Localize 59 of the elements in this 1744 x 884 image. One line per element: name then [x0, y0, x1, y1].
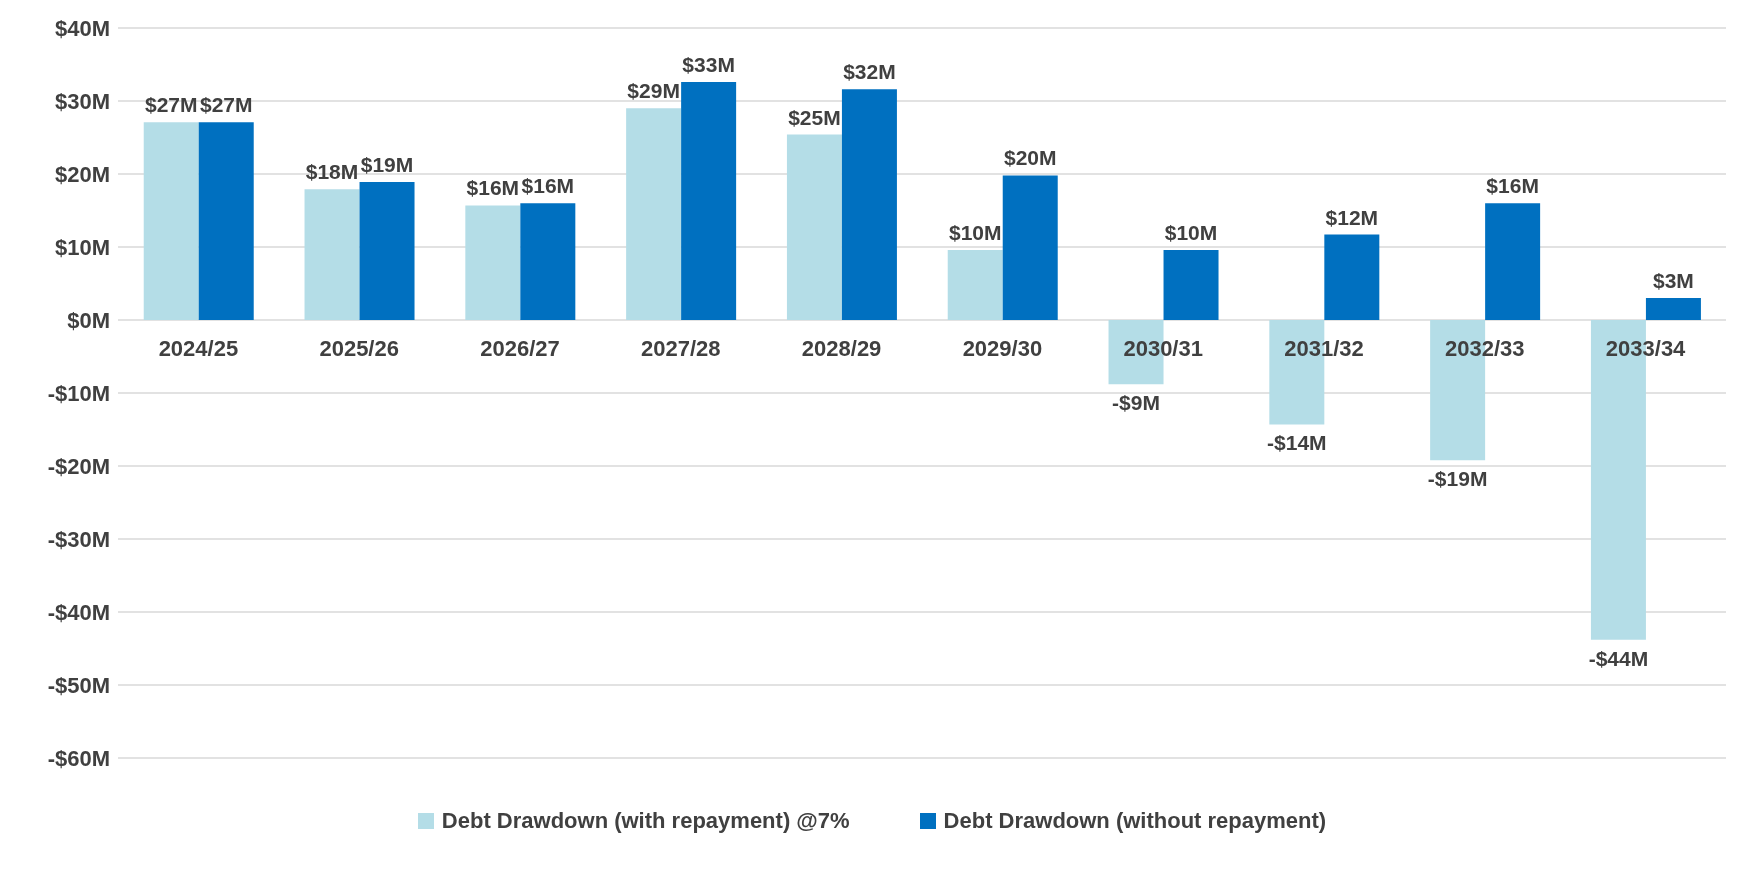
data-label: $16M: [1486, 174, 1539, 198]
data-label: $27M: [144, 93, 198, 117]
data-label: $16M: [466, 176, 520, 200]
data-label: $10M: [1164, 220, 1218, 244]
bar: [786, 134, 842, 320]
x-tick-label: 2028/29: [801, 336, 882, 361]
y-tick-label: -$40M: [47, 599, 110, 625]
bar: [359, 182, 415, 320]
bar: [626, 108, 682, 320]
data-label: $10M: [948, 220, 1002, 244]
bar: [198, 122, 254, 320]
data-label: $29M: [627, 79, 680, 103]
y-tick-label: -$50M: [47, 672, 110, 698]
data-label: $16M: [521, 174, 575, 198]
y-tick-label: -$60M: [47, 745, 110, 771]
data-label: -$14M: [1267, 431, 1327, 455]
y-tick-label: -$10M: [47, 380, 110, 406]
x-tick-label: 2030/31: [1123, 336, 1203, 361]
y-tick-label: $0M: [67, 307, 110, 333]
data-label: $18M: [305, 160, 359, 184]
data-label: $32M: [843, 60, 896, 84]
x-tick-label: 2024/25: [158, 336, 239, 361]
bar: [465, 205, 521, 320]
data-label: -$9M: [1112, 391, 1160, 415]
data-label: -$44M: [1588, 646, 1649, 670]
x-tick-label: 2029/30: [962, 336, 1043, 361]
x-tick-label: 2032/33: [1445, 336, 1525, 361]
bar: [143, 122, 199, 320]
bar: [1002, 175, 1058, 320]
bar: [947, 249, 1003, 320]
bar: [520, 203, 576, 320]
bar: [681, 82, 737, 320]
x-tick-label: 2026/27: [480, 336, 560, 361]
data-label: $3M: [1653, 269, 1694, 293]
y-tick-label: $10M: [54, 234, 110, 260]
y-tick-label: -$30M: [47, 526, 110, 552]
bar: [1163, 249, 1219, 320]
x-tick-label: 2025/26: [319, 336, 399, 361]
data-label: $19M: [360, 153, 414, 177]
x-tick-label: 2031/32: [1284, 336, 1364, 361]
legend-label: Debt Drawdown (with repayment) @7%: [441, 808, 850, 834]
y-tick-label: $20M: [54, 161, 110, 187]
bar: [841, 89, 897, 320]
data-label: $33M: [682, 53, 735, 77]
bar: [1485, 203, 1541, 320]
y-tick-label: -$20M: [47, 453, 110, 479]
y-tick-label: $40M: [54, 15, 110, 41]
data-label: $12M: [1325, 205, 1379, 229]
legend-label: Debt Drawdown (without repayment): [943, 808, 1327, 834]
data-label: -$19M: [1427, 467, 1488, 491]
data-label: $20M: [1003, 146, 1057, 170]
bar: [304, 189, 360, 320]
x-tick-label: 2033/34: [1605, 336, 1687, 361]
data-label: $25M: [788, 105, 841, 129]
data-label: $27M: [199, 93, 253, 117]
bar: [1645, 298, 1701, 320]
y-tick-label: $30M: [54, 88, 110, 114]
bar: [1324, 234, 1380, 320]
x-tick-label: 2027/28: [641, 336, 721, 361]
